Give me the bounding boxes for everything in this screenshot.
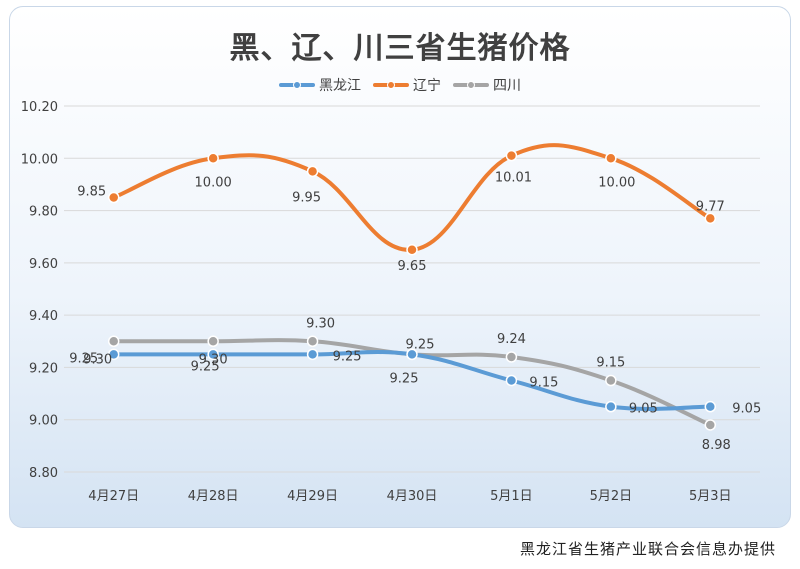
data-point-sichuan xyxy=(107,335,120,348)
data-label-sichuan: 9.30 xyxy=(306,316,335,331)
data-label-heilongjiang: 9.05 xyxy=(629,402,658,417)
data-point-heilongjiang xyxy=(605,400,617,413)
y-tick-label: 10.00 xyxy=(21,152,58,167)
y-tick-label: 9.80 xyxy=(29,205,58,220)
data-point-heilongjiang xyxy=(107,348,120,361)
data-point-liaoning xyxy=(605,152,617,165)
x-tick-label: 5月1日 xyxy=(490,489,533,504)
y-tick-label: 9.00 xyxy=(29,414,58,429)
data-label-sichuan: 9.30 xyxy=(83,352,112,367)
y-tick-label: 9.60 xyxy=(29,257,58,272)
data-label-liaoning: 10.01 xyxy=(495,171,532,186)
data-label-heilongjiang: 9.25 xyxy=(69,351,98,366)
source-credit: 黑龙江省生猪产业联合会信息办提供 xyxy=(519,540,776,558)
chart-legend: 黑龙江 辽宁 四川 xyxy=(10,75,790,95)
data-point-sichuan xyxy=(306,335,319,348)
x-tick-label: 5月2日 xyxy=(590,489,633,504)
legend-label-heilongjiang: 黑龙江 xyxy=(319,78,361,94)
data-point-heilongjiang xyxy=(704,400,717,413)
x-tick-label: 5月3日 xyxy=(689,489,732,504)
data-label-liaoning: 9.85 xyxy=(77,185,106,200)
data-point-liaoning xyxy=(406,244,418,256)
data-label-heilongjiang: 9.25 xyxy=(191,359,220,374)
data-point-heilongjiang xyxy=(306,348,319,361)
legend-swatch-heilongjiang xyxy=(279,81,315,89)
data-label-heilongjiang: 9.15 xyxy=(529,376,558,391)
data-point-sichuan xyxy=(207,335,219,348)
data-label-liaoning: 9.77 xyxy=(696,199,725,214)
data-point-sichuan xyxy=(505,351,518,363)
x-tick-label: 4月27日 xyxy=(88,489,139,504)
legend-label-sichuan: 四川 xyxy=(493,78,521,94)
data-label-sichuan: 8.98 xyxy=(702,438,731,453)
legend-label-liaoning: 辽宁 xyxy=(413,78,441,94)
chart-title: 黑、辽、川三省生猪价格 xyxy=(229,31,571,66)
data-point-liaoning xyxy=(306,165,319,178)
data-point-liaoning xyxy=(704,212,717,225)
data-label-liaoning: 9.95 xyxy=(292,190,321,205)
legend-item-liaoning: 辽宁 xyxy=(373,75,441,95)
data-point-heilongjiang xyxy=(207,348,219,361)
x-tick-label: 4月30日 xyxy=(387,489,438,504)
data-point-liaoning xyxy=(107,191,120,204)
data-label-liaoning: 9.65 xyxy=(398,259,427,274)
legend-item-heilongjiang: 黑龙江 xyxy=(279,75,361,95)
data-label-heilongjiang: 9.25 xyxy=(333,349,362,364)
data-label-sichuan: 9.25 xyxy=(406,337,435,352)
data-point-liaoning xyxy=(505,149,518,162)
data-label-heilongjiang: 9.05 xyxy=(732,402,761,417)
chart-frame: 黑、辽、川三省生猪价格 黑龙江 辽宁 四川 xyxy=(9,6,791,528)
data-label-liaoning: 10.00 xyxy=(598,175,635,190)
y-tick-label: 10.20 xyxy=(21,100,58,115)
y-tick-label: 9.40 xyxy=(29,309,58,324)
x-tick-label: 4月28日 xyxy=(188,489,239,504)
data-label-sichuan: 9.24 xyxy=(497,332,526,347)
legend-swatch-liaoning xyxy=(373,81,409,89)
legend-item-sichuan: 四川 xyxy=(453,75,521,95)
legend-swatch-sichuan xyxy=(453,81,489,89)
x-tick-label: 4月29日 xyxy=(287,489,338,504)
data-point-heilongjiang xyxy=(406,348,418,361)
y-tick-label: 8.80 xyxy=(29,466,58,481)
data-point-sichuan xyxy=(704,419,717,431)
data-label-liaoning: 10.00 xyxy=(195,175,232,190)
data-point-sichuan xyxy=(605,374,617,387)
data-point-heilongjiang xyxy=(505,374,518,387)
series-line-liaoning xyxy=(111,143,713,252)
data-label-sichuan: 9.15 xyxy=(596,356,625,371)
data-label-heilongjiang: 9.25 xyxy=(390,371,419,386)
data-label-sichuan: 9.30 xyxy=(199,352,228,367)
y-tick-label: 9.20 xyxy=(29,361,58,376)
data-point-liaoning xyxy=(207,152,219,165)
